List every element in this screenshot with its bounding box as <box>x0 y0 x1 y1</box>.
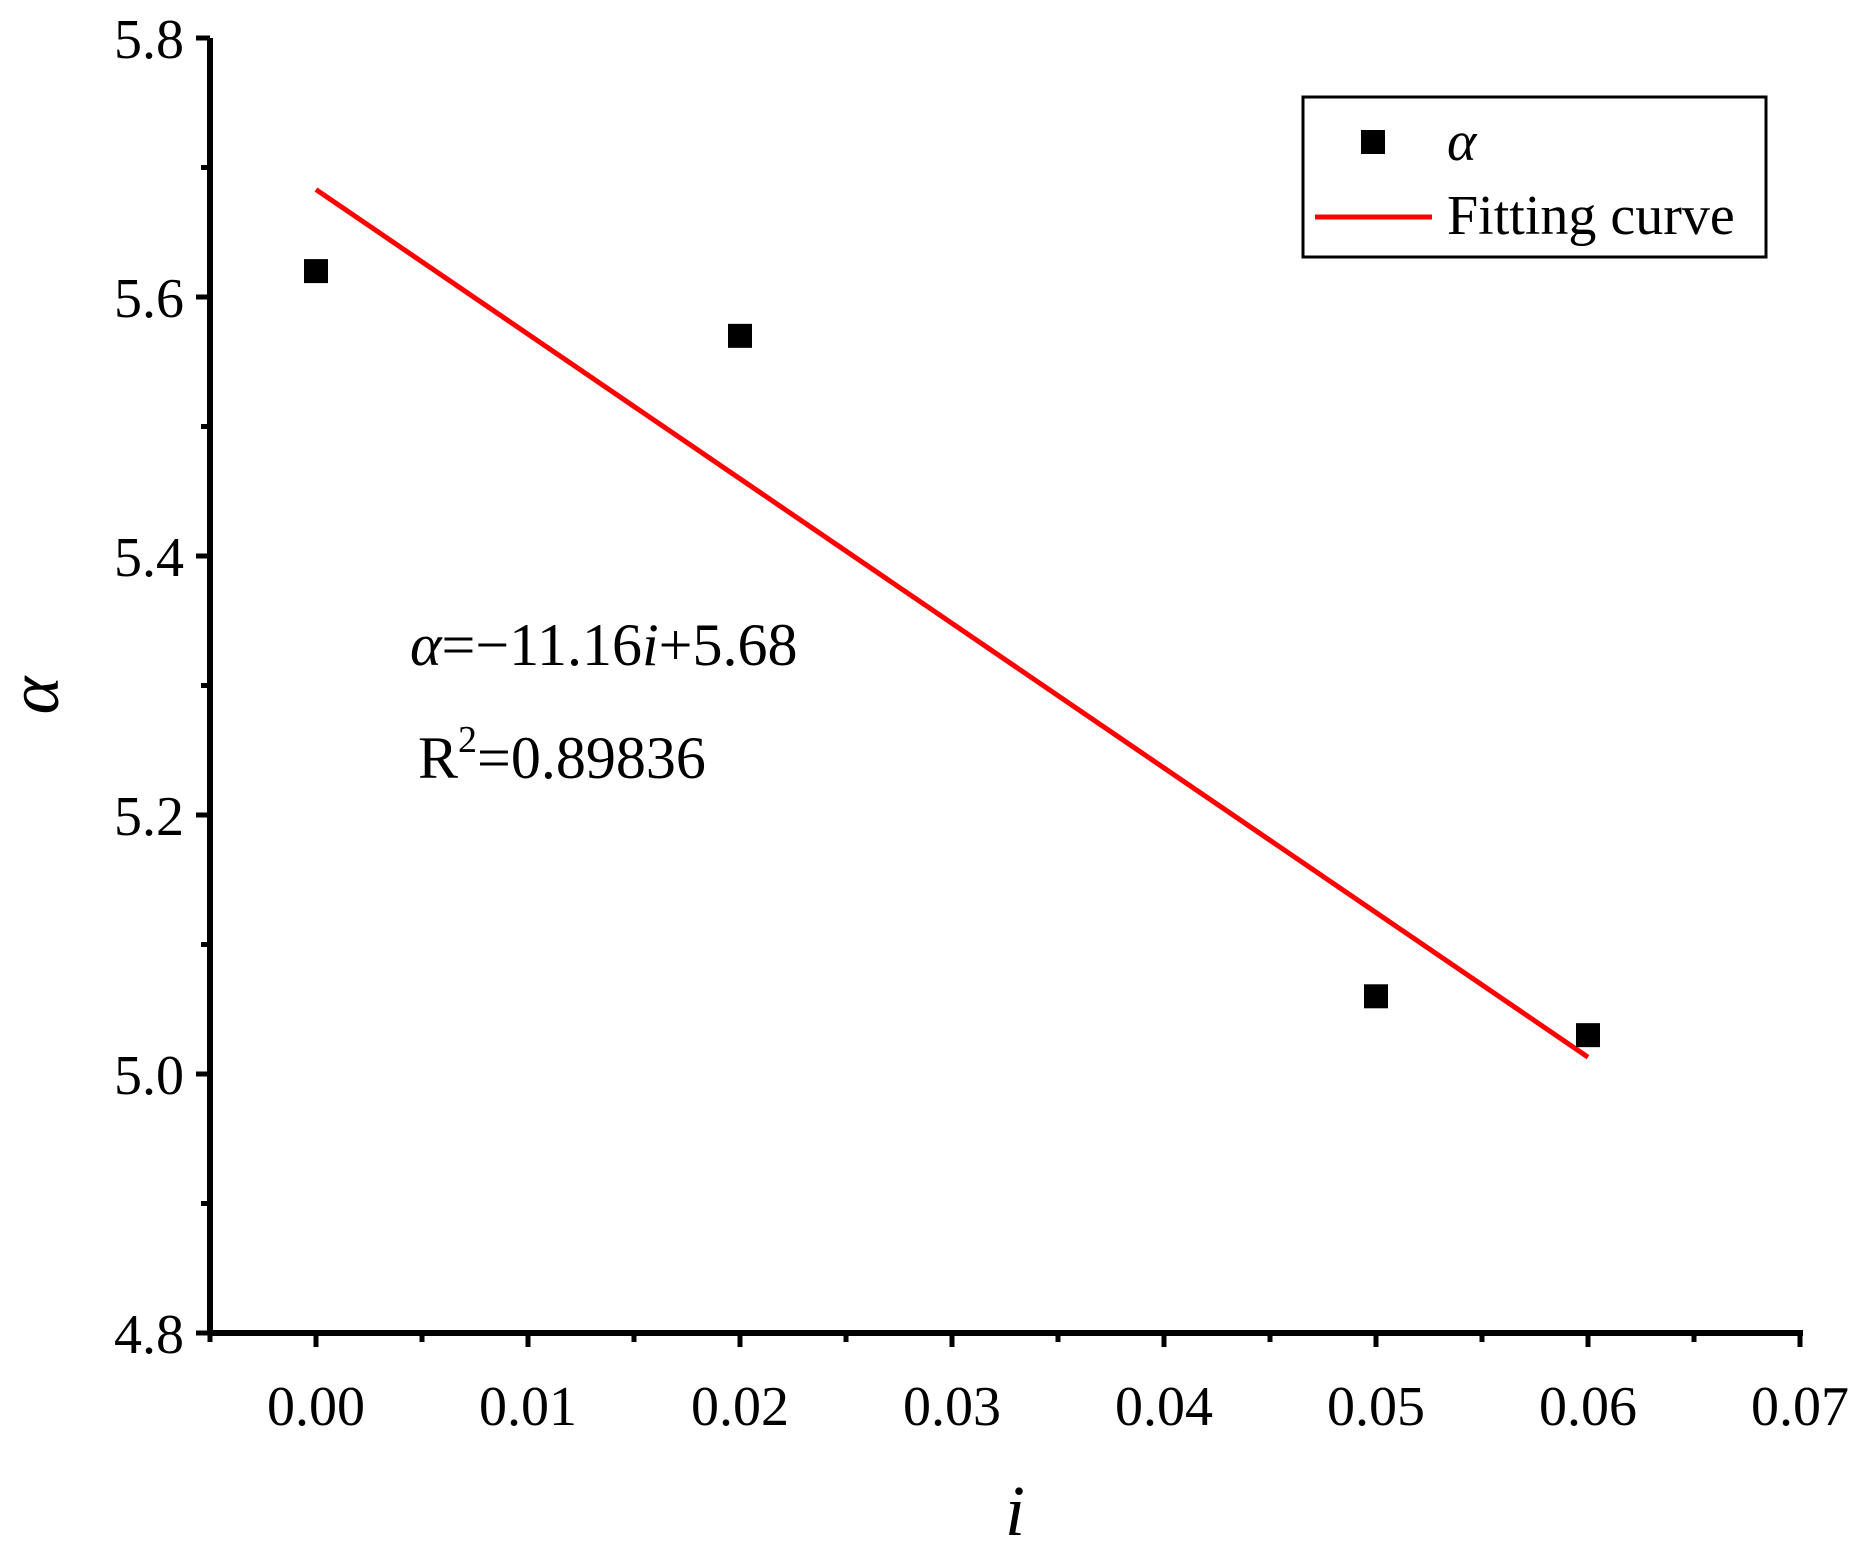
data-point <box>1576 1023 1600 1048</box>
legend-square-marker-icon <box>1361 130 1385 154</box>
x-tick-label: 0.03 <box>903 1376 1001 1438</box>
y-tick-label: 4.8 <box>114 1304 184 1366</box>
y-tick-label: 5.2 <box>114 786 184 848</box>
y-tick-label: 5.0 <box>114 1045 184 1107</box>
x-tick-label: 0.07 <box>1751 1376 1849 1438</box>
legend-label-fitting-curve: Fitting curve <box>1447 185 1735 247</box>
y-tick-label: 5.6 <box>114 268 184 330</box>
data-point <box>304 259 328 284</box>
fitting-curve-line <box>314 187 1590 1060</box>
x-tick-label: 0.01 <box>479 1376 577 1438</box>
data-point <box>728 323 752 348</box>
y-tick-label: 5.4 <box>114 527 184 589</box>
x-tick-label: 0.06 <box>1539 1376 1637 1438</box>
legend-label-alpha: α <box>1447 111 1478 173</box>
x-axis-title: i <box>1005 1471 1025 1551</box>
r-squared-annotation: R2=0.89836 <box>418 719 706 791</box>
legend: α Fitting curve <box>1301 95 1768 259</box>
equation-annotation: α=−11.16i+5.68 <box>410 612 797 678</box>
data-point <box>1364 984 1388 1009</box>
y-tick-label: 5.8 <box>114 9 184 71</box>
legend-box <box>1301 95 1768 259</box>
x-tick-label: 0.02 <box>691 1376 789 1438</box>
x-tick-label: 0.04 <box>1115 1376 1213 1438</box>
x-tick-label: 0.00 <box>267 1376 365 1438</box>
x-tick-label: 0.05 <box>1327 1376 1425 1438</box>
y-axis-title: α <box>0 675 74 714</box>
